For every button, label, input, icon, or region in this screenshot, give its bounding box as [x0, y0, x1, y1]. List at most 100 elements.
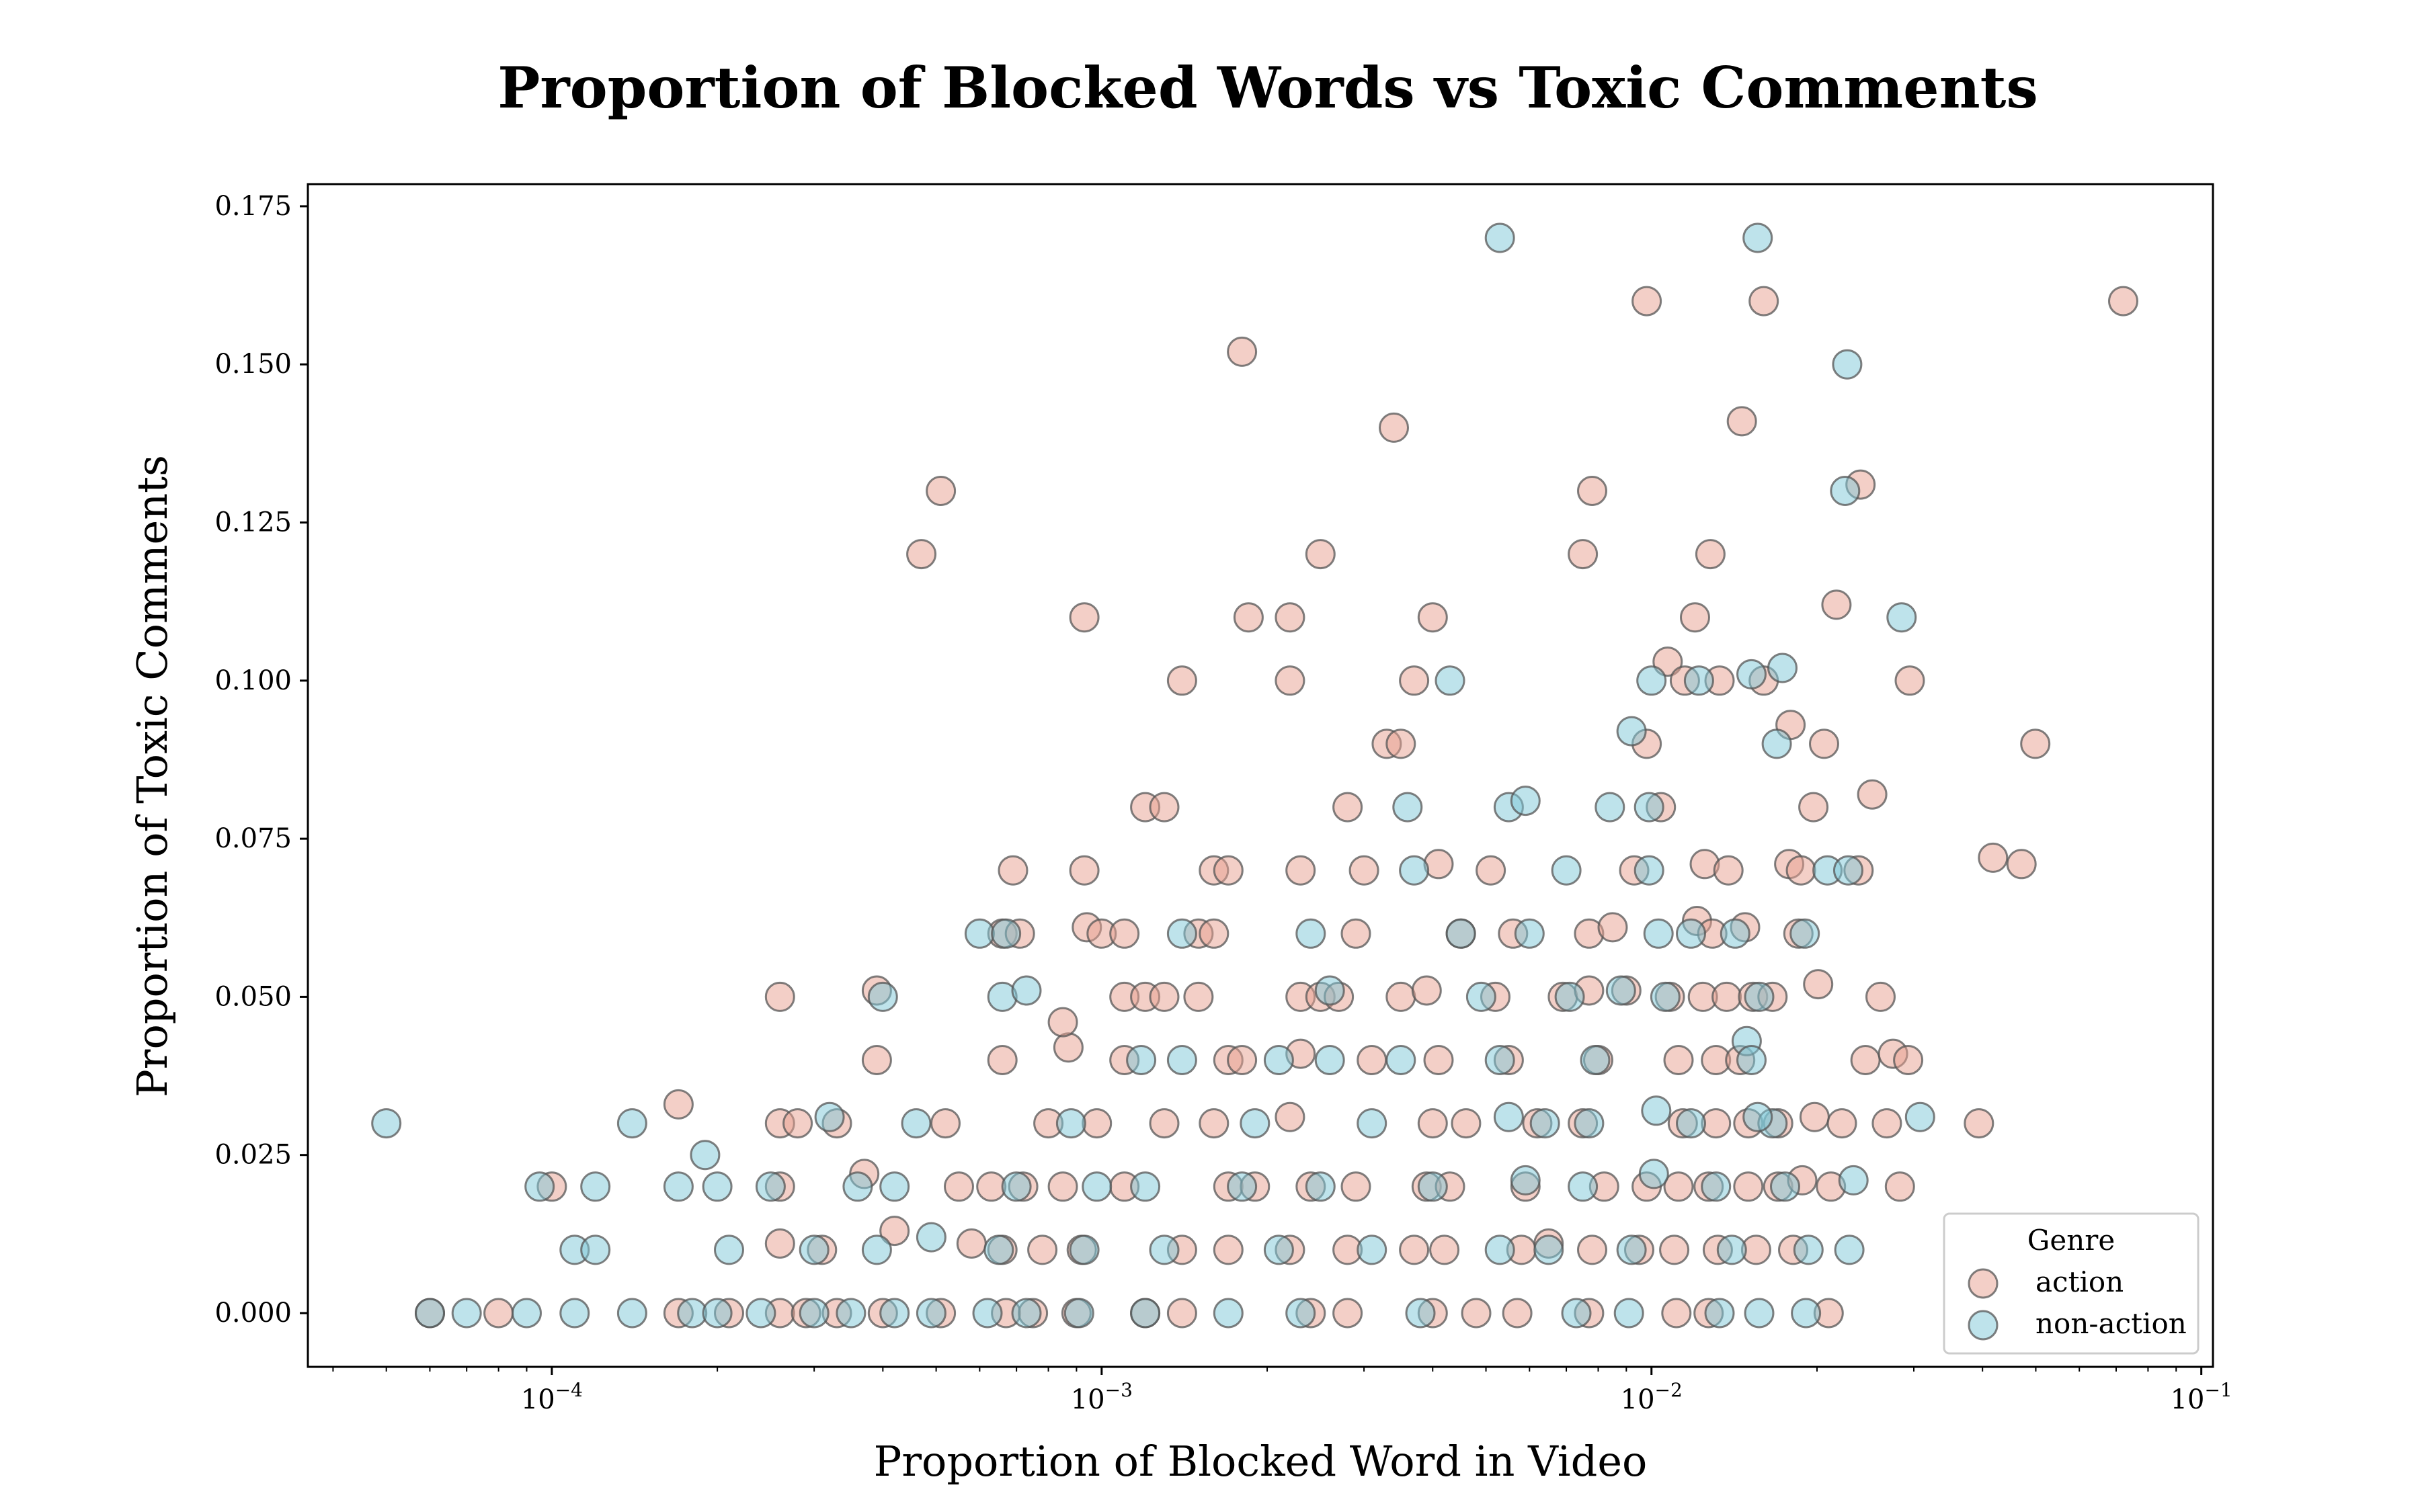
point-non-action — [1761, 728, 1792, 759]
point-non-action — [616, 1298, 647, 1329]
point-non-action — [1904, 1101, 1935, 1132]
point-action — [1894, 665, 1925, 696]
point-action — [1748, 286, 1779, 317]
point-action — [1568, 539, 1599, 570]
point-non-action — [842, 1171, 873, 1202]
point-action — [1199, 918, 1229, 949]
point-action — [1663, 1171, 1694, 1202]
point-action — [1047, 1007, 1078, 1038]
point-action — [906, 539, 937, 570]
point-action — [1713, 855, 1744, 886]
point-action — [1166, 665, 1197, 696]
point-non-action — [1791, 1298, 1822, 1329]
point-action — [1978, 842, 2009, 873]
point-action — [1865, 981, 1896, 1012]
point-non-action — [879, 1298, 910, 1329]
point-action — [1826, 1108, 1857, 1139]
point-non-action — [1605, 975, 1636, 1006]
point-non-action — [1240, 1108, 1270, 1139]
point-non-action — [1357, 1234, 1387, 1265]
point-action — [1149, 792, 1180, 823]
point-non-action — [1465, 981, 1496, 1012]
point-non-action — [1793, 1234, 1824, 1265]
point-non-action — [1514, 918, 1545, 949]
point-action — [1275, 665, 1305, 696]
point-action — [1803, 969, 1834, 1000]
point-non-action — [677, 1298, 708, 1329]
point-non-action — [916, 1222, 946, 1253]
point-non-action — [1832, 349, 1863, 380]
point-action — [1332, 1298, 1363, 1329]
point-non-action — [1701, 1171, 1732, 1202]
point-non-action — [1742, 1101, 1773, 1132]
point-non-action — [1676, 1108, 1706, 1139]
point-non-action — [755, 1171, 786, 1202]
point-action — [1821, 589, 1852, 620]
point-action — [1502, 1298, 1533, 1329]
point-action — [1661, 1298, 1692, 1329]
point-non-action — [1082, 1171, 1113, 1202]
legend-title: Genre — [2027, 1224, 2115, 1257]
point-non-action — [1634, 855, 1664, 886]
x-tick-label: 10−2 — [1621, 1379, 1683, 1415]
point-non-action — [1069, 1234, 1100, 1265]
point-action — [1082, 1108, 1113, 1139]
point-action — [998, 855, 1028, 886]
point-non-action — [1484, 222, 1515, 253]
point-action — [2020, 728, 2051, 759]
point-action — [1069, 855, 1100, 886]
point-non-action — [972, 1298, 1003, 1329]
point-action — [1332, 792, 1363, 823]
point-non-action — [1493, 1101, 1524, 1132]
point-action — [1385, 728, 1416, 759]
point-non-action — [1484, 1234, 1515, 1265]
y-tick-label: 0.150 — [214, 349, 292, 380]
point-action — [1149, 1108, 1180, 1139]
point-non-action — [1063, 1298, 1094, 1329]
point-action — [764, 1228, 795, 1259]
point-non-action — [861, 1234, 892, 1265]
point-action — [1199, 1108, 1229, 1139]
point-non-action — [1314, 1045, 1345, 1075]
point-action — [1285, 855, 1316, 886]
point-action — [483, 1298, 514, 1329]
point-non-action — [1736, 1045, 1767, 1075]
chart-title: Proportion of Blocked Words vs Toxic Com… — [497, 54, 2038, 121]
point-non-action — [1676, 918, 1706, 949]
point-action — [1166, 1298, 1197, 1329]
y-tick-label: 0.050 — [214, 981, 292, 1012]
point-non-action — [1510, 786, 1541, 816]
y-tick-label: 0.125 — [214, 507, 292, 538]
point-action — [1577, 476, 1607, 506]
point-action — [1451, 1108, 1482, 1139]
point-action — [1663, 1045, 1694, 1075]
point-non-action — [1305, 1171, 1336, 1202]
point-non-action — [451, 1298, 482, 1329]
point-non-action — [559, 1298, 590, 1329]
point-action — [1798, 792, 1829, 823]
point-action — [2108, 286, 2138, 317]
point-non-action — [1130, 1171, 1161, 1202]
point-action — [1461, 1298, 1492, 1329]
point-non-action — [371, 1108, 402, 1139]
point-non-action — [1683, 665, 1714, 696]
point-non-action — [1285, 1298, 1316, 1329]
point-non-action — [1830, 476, 1861, 506]
point-action — [1733, 1171, 1764, 1202]
point-non-action — [1510, 1165, 1541, 1195]
y-tick-label: 0.175 — [214, 191, 292, 222]
point-action — [944, 1171, 974, 1202]
point-action — [1399, 665, 1430, 696]
point-non-action — [879, 1171, 910, 1202]
point-non-action — [415, 1298, 445, 1329]
point-action — [1411, 975, 1442, 1006]
point-action — [1850, 1045, 1881, 1075]
point-non-action — [1130, 1298, 1161, 1329]
point-action — [764, 981, 795, 1012]
point-non-action — [580, 1234, 611, 1265]
point-non-action — [1643, 918, 1674, 949]
point-non-action — [1551, 855, 1582, 886]
point-non-action — [1767, 653, 1798, 683]
point-action — [1809, 728, 1839, 759]
legend-label-action: action — [2035, 1265, 2124, 1298]
